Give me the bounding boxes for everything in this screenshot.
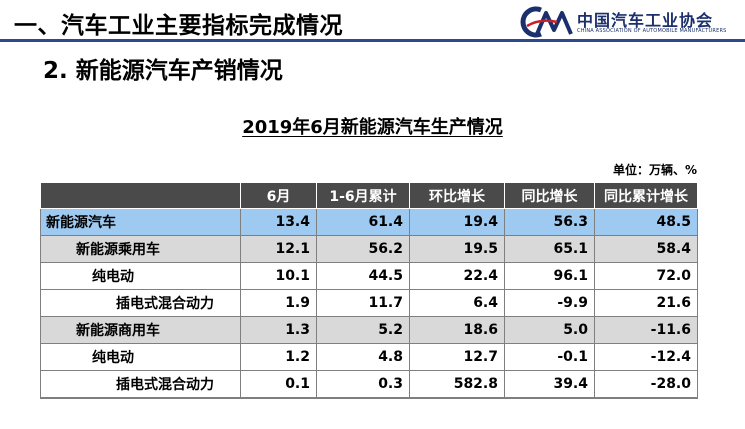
- table-header-row: 6月 1-6月累计 环比增长 同比增长 同比累计增长: [40, 182, 698, 209]
- logo-subtitle: CHINA ASSOCIATION OF AUTOMOBILE MANUFACT…: [577, 28, 727, 34]
- row-label: 纯电动: [40, 343, 241, 371]
- caam-logo-icon: [520, 6, 573, 38]
- table-cell: 1.2: [240, 343, 317, 371]
- table-cell: 61.4: [316, 208, 410, 236]
- table-cell: 58.4: [594, 235, 698, 263]
- row-label: 插电式混合动力: [40, 370, 241, 399]
- table-cell: 21.6: [594, 289, 698, 317]
- table-cell: 582.8: [409, 370, 505, 399]
- table-cell: 65.1: [504, 235, 595, 263]
- table-row: 新能源商用车 1.3 5.2 18.6 5.0 -11.6: [40, 316, 698, 344]
- column-header: 同比增长: [504, 182, 595, 209]
- table-cell: 39.4: [504, 370, 595, 399]
- table-row: 插电式混合动力 0.1 0.3 582.8 39.4 -28.0: [40, 370, 698, 399]
- row-label: 新能源商用车: [40, 316, 241, 344]
- column-header: 1-6月累计: [316, 182, 410, 209]
- table-cell: 5.2: [316, 316, 410, 344]
- column-header: 同比累计增长: [594, 182, 698, 209]
- row-label: 纯电动: [40, 262, 241, 290]
- row-label: 新能源汽车: [40, 208, 241, 236]
- logo-name: 中国汽车工业协会: [577, 11, 714, 30]
- table-cell: 44.5: [316, 262, 410, 290]
- table-row: 新能源汽车 13.4 61.4 19.4 56.3 48.5: [40, 208, 698, 236]
- production-table: 6月 1-6月累计 环比增长 同比增长 同比累计增长 新能源汽车 13.4 61.4…: [40, 182, 698, 399]
- section-title: 2. 新能源汽车产销情况: [43, 58, 283, 84]
- column-header: [40, 182, 241, 209]
- table-cell: 10.1: [240, 262, 317, 290]
- table-cell: 11.7: [316, 289, 410, 317]
- table-cell: 0.3: [316, 370, 410, 399]
- table-body: 新能源汽车 13.4 61.4 19.4 56.3 48.5 新能源乘用车 12.1 56.2 1…: [40, 208, 698, 399]
- unit-note: 单位：万辆、%: [612, 163, 697, 177]
- table-cell: 56.3: [504, 208, 595, 236]
- table-cell: 13.4: [240, 208, 317, 236]
- table-row: 纯电动 1.2 4.8 12.7 -0.1 -12.4: [40, 343, 698, 371]
- table-cell: 72.0: [594, 262, 698, 290]
- table-cell: 4.8: [316, 343, 410, 371]
- table-title-wrap: 2019年6月新能源汽车生产情况: [0, 113, 745, 139]
- table-cell: 19.4: [409, 208, 505, 236]
- table-cell: 96.1: [504, 262, 595, 290]
- table-cell: -12.4: [594, 343, 698, 371]
- table-cell: 12.1: [240, 235, 317, 263]
- page-title: 一、汽车工业主要指标完成情况: [14, 13, 343, 39]
- table-cell: 0.1: [240, 370, 317, 399]
- row-label: 插电式混合动力: [40, 289, 241, 317]
- table-row: 纯电动 10.1 44.5 22.4 96.1 72.0: [40, 262, 698, 290]
- table-cell: 22.4: [409, 262, 505, 290]
- table-cell: 6.4: [409, 289, 505, 317]
- table-cell: 1.3: [240, 316, 317, 344]
- table-cell: 12.7: [409, 343, 505, 371]
- table-cell: -11.6: [594, 316, 698, 344]
- table-cell: -0.1: [504, 343, 595, 371]
- table-cell: 1.9: [240, 289, 317, 317]
- table-cell: 48.5: [594, 208, 698, 236]
- column-header: 6月: [240, 182, 317, 209]
- table-cell: 5.0: [504, 316, 595, 344]
- table-cell: 18.6: [409, 316, 505, 344]
- table-cell: -9.9: [504, 289, 595, 317]
- row-label: 新能源乘用车: [40, 235, 241, 263]
- table-title: 2019年6月新能源汽车生产情况: [242, 117, 503, 138]
- table-cell: -28.0: [594, 370, 698, 399]
- table-cell: 19.5: [409, 235, 505, 263]
- header-divider: [0, 39, 745, 42]
- column-header: 环比增长: [409, 182, 505, 209]
- table-row: 插电式混合动力 1.9 11.7 6.4 -9.9 21.6: [40, 289, 698, 317]
- table-row: 新能源乘用车 12.1 56.2 19.5 65.1 58.4: [40, 235, 698, 263]
- caam-logo: 中国汽车工业协会 CHINA ASSOCIATION OF AUTOMOBILE…: [517, 4, 739, 40]
- table-cell: 56.2: [316, 235, 410, 263]
